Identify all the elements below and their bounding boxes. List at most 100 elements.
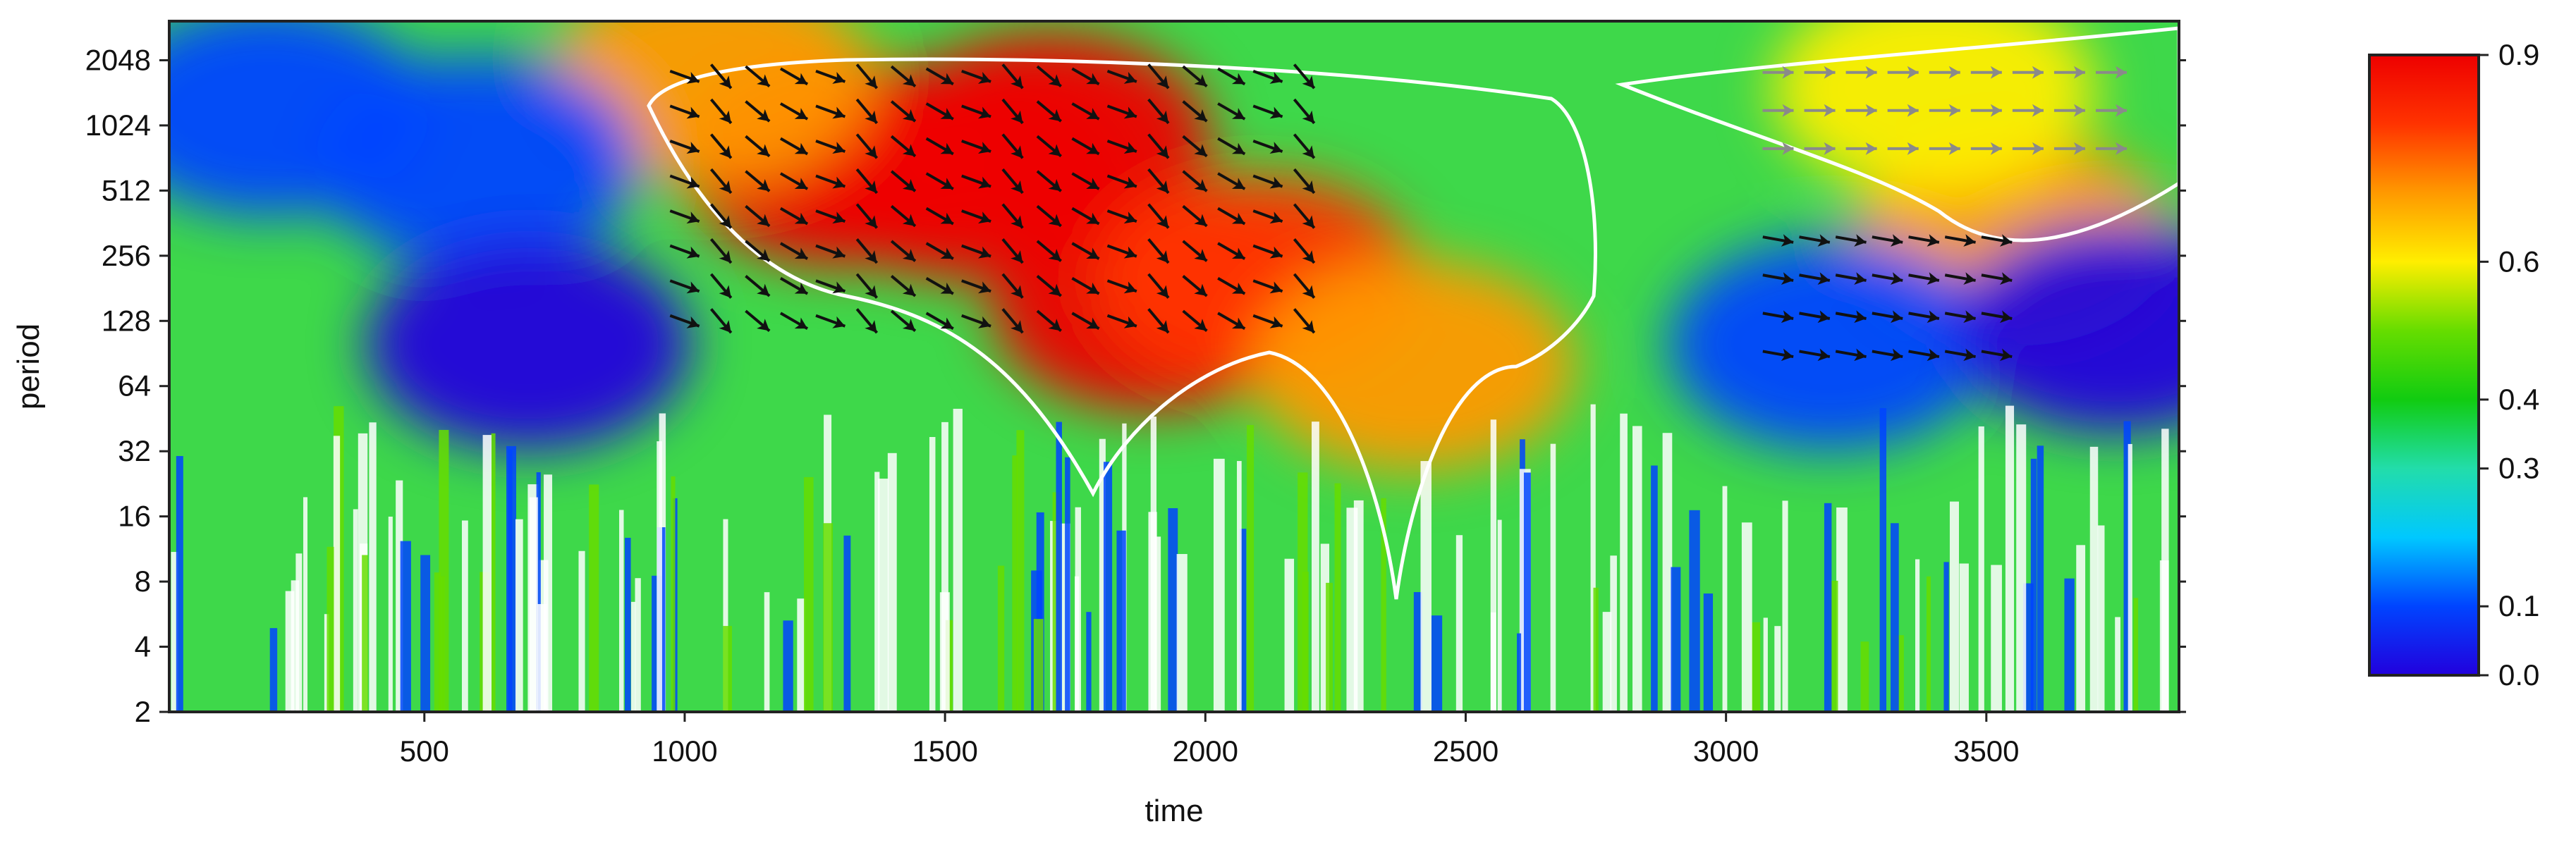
phase-arrow-84-head (1048, 179, 1061, 192)
phase-arrow-71 (961, 69, 991, 84)
phase-arrow-54-head (902, 109, 915, 122)
x-tick-label-2000: 2000 (1173, 734, 1238, 768)
y-tick-label-8: 8 (135, 565, 151, 598)
phase-arrow-111 (1147, 63, 1170, 90)
phase-arrow-177-head (1824, 66, 1836, 79)
phase-arrow-0 (669, 314, 700, 328)
phase-arrow-189 (1970, 66, 2002, 79)
phase-arrow-162 (1908, 272, 1940, 285)
streak-102 (1420, 461, 1432, 712)
streak-78 (2005, 405, 2015, 712)
y-tick-label-256: 256 (102, 239, 151, 272)
phase-arrow-26-head (794, 247, 808, 259)
streak-11 (1381, 498, 1386, 712)
streak-44 (1620, 413, 1628, 712)
phase-arrow-125 (1217, 137, 1246, 156)
streak-56 (1879, 407, 1887, 712)
plot-area (169, 21, 2179, 712)
phase-arrow-115 (1182, 204, 1208, 228)
colorbar-tick-label-0.4: 0.4 (2498, 383, 2539, 416)
phase-arrow-148-head (1817, 348, 1830, 362)
streak-91 (1632, 426, 1642, 712)
phase-arrow-79-head (1011, 75, 1023, 89)
streak-33 (1610, 555, 1617, 712)
streak-115 (803, 476, 814, 712)
phase-arrow-131-head (1269, 211, 1283, 224)
phase-arrow-22-head (757, 109, 770, 122)
phase-arrow-20 (745, 170, 771, 192)
phase-arrow-15-head (719, 75, 731, 89)
phase-arrow-147 (1762, 234, 1794, 247)
phase-arrow-46 (855, 98, 879, 125)
phase-arrow-35 (815, 209, 846, 224)
streak-112 (2115, 617, 2120, 712)
phase-arrow-188-head (1990, 104, 2002, 117)
y-tick-label-4: 4 (135, 630, 151, 663)
phase-arrow-94-head (1086, 108, 1099, 119)
phase-arrow-120-head (1231, 317, 1245, 329)
phase-arrow-89 (1071, 276, 1100, 295)
phase-arrow-57 (925, 276, 954, 295)
phase-arrow-198-head (2116, 66, 2128, 79)
heat-region-11 (1668, 238, 1993, 450)
phase-arrow-129-head (1269, 281, 1283, 294)
phase-arrow-160-head (1927, 348, 1939, 362)
streak-58 (1431, 615, 1443, 712)
phase-arrow-140-head (1302, 180, 1314, 193)
phase-arrow-125-head (1231, 142, 1245, 154)
streak-54 (1978, 426, 1984, 712)
phase-arrow-106-head (1156, 250, 1168, 264)
streak-138 (578, 550, 585, 712)
phase-arrow-30 (779, 102, 809, 121)
phase-arrow-28 (779, 172, 809, 190)
phase-arrow-55-head (902, 74, 915, 87)
streak-18 (1455, 535, 1463, 712)
streak-87 (1959, 563, 1969, 712)
y-axis: 2 4 8 16 32 64 128 256 512 1024 2048 (85, 43, 2186, 728)
phase-arrow-191 (2012, 104, 2044, 117)
streak-32 (1689, 510, 1700, 712)
phase-arrow-38 (815, 104, 846, 119)
phase-arrow-79 (1001, 63, 1024, 90)
phase-arrow-155 (1835, 234, 1867, 247)
phase-arrow-121-head (1231, 282, 1245, 294)
phase-arrow-197 (2096, 104, 2128, 117)
phase-arrow-40-head (865, 320, 877, 333)
phase-arrow-133-head (1269, 142, 1283, 154)
phase-arrow-112-head (1194, 319, 1207, 331)
phase-arrow-173-head (1782, 104, 1794, 117)
streak-114 (671, 476, 676, 712)
phase-arrow-1 (669, 279, 700, 294)
phase-arrow-18 (745, 240, 771, 262)
phase-arrow-80-head (1048, 319, 1061, 331)
phase-arrow-160 (1908, 348, 1940, 362)
streak-9 (1722, 486, 1728, 712)
streak-150 (1334, 483, 1341, 712)
phase-arrow-52-head (902, 179, 915, 192)
phase-arrow-194 (2053, 104, 2085, 117)
phase-arrow-147-head (1781, 234, 1794, 247)
colorbar-tick-label-0.6: 0.6 (2498, 245, 2539, 278)
y-tick-label-512: 512 (102, 173, 151, 207)
phase-arrow-100-head (1123, 176, 1137, 189)
streak-84 (333, 436, 341, 712)
phase-arrow-102-head (1123, 106, 1137, 119)
phase-arrow-175 (1804, 142, 1836, 155)
phase-arrow-164-head (1963, 348, 1976, 362)
phase-arrow-156-head (1890, 348, 1903, 362)
phase-arrow-138 (1293, 238, 1316, 264)
phase-arrow-114 (1182, 240, 1208, 262)
phase-arrow-63-head (940, 73, 953, 85)
phase-arrow-109-head (1156, 145, 1168, 159)
streak-133 (285, 591, 295, 712)
streak-105 (1915, 559, 1920, 712)
phase-arrow-77-head (1011, 145, 1023, 159)
phase-arrow-144 (1762, 348, 1794, 362)
phase-arrow-50 (890, 240, 917, 262)
phase-arrow-12 (709, 168, 733, 195)
y-tick-label-32: 32 (118, 434, 151, 467)
phase-arrow-21-head (757, 144, 770, 156)
phase-arrow-63 (925, 67, 954, 86)
phase-arrow-58-head (940, 247, 953, 259)
phase-arrow-150-head (1817, 272, 1830, 285)
